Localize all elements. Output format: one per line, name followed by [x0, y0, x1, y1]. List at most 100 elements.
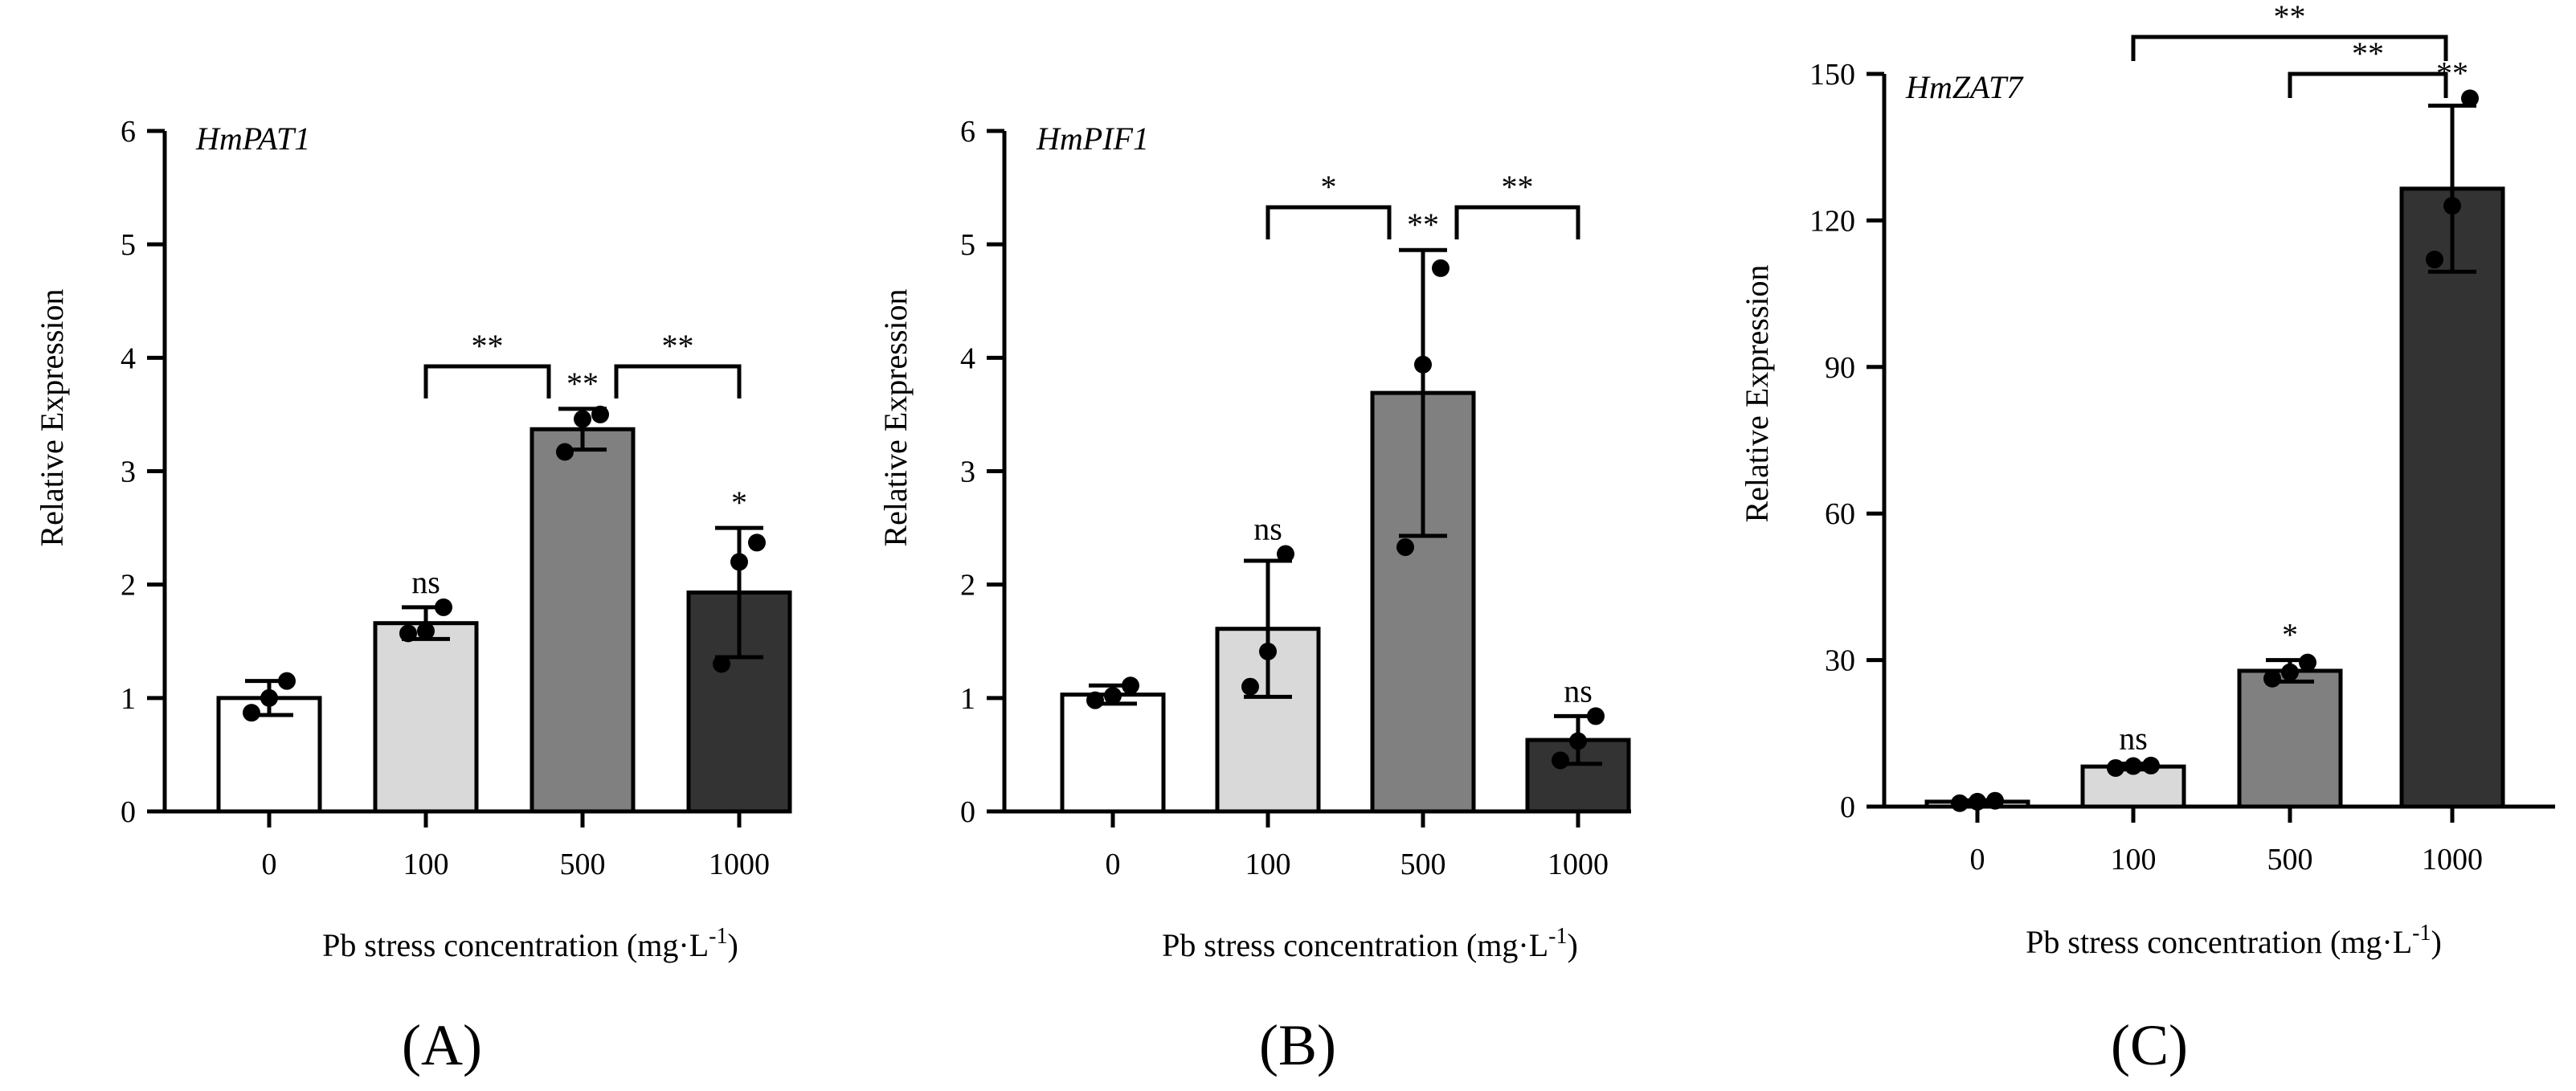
significance-label: * [2282, 617, 2298, 653]
x-tick-label: 100 [2111, 843, 2157, 876]
data-point [2461, 89, 2479, 108]
significance-label: ns [2119, 720, 2148, 756]
data-point [1951, 794, 1969, 812]
x-tick-label: 0 [1106, 848, 1121, 881]
y-tick-label: 6 [960, 115, 975, 149]
comparison-bracket [2288, 72, 2448, 98]
y-axis-label: Relative Expression [34, 288, 70, 546]
comparison-bracket [1454, 205, 1580, 239]
significance-label: ns [1253, 511, 1282, 547]
bracket-label: ** [2352, 35, 2384, 72]
data-point [2263, 669, 2281, 688]
comparison-bracket [423, 364, 551, 398]
y-tick-label: 0 [960, 795, 975, 829]
bar [1060, 693, 1166, 814]
data-point [260, 689, 278, 707]
comparison-bracket [1266, 205, 1392, 239]
y-tick-label: 4 [121, 341, 136, 375]
bar [373, 621, 479, 814]
y-tick-label: 3 [121, 456, 136, 489]
significance-label: * [731, 484, 747, 521]
data-point [1569, 732, 1587, 750]
data-point [713, 655, 730, 673]
data-point [748, 533, 766, 552]
data-point [1241, 677, 1259, 696]
y-axis-label: Relative Expression [877, 288, 914, 546]
y-tick-label: 90 [1825, 351, 1855, 385]
gene-name: HmZAT7 [1905, 69, 2024, 105]
x-tick-label: 0 [1970, 843, 1985, 876]
y-tick-label: 2 [121, 569, 136, 603]
data-point [1396, 538, 1414, 557]
significance-label: ns [411, 564, 440, 600]
data-point [2281, 663, 2299, 681]
gene-name: HmPIF1 [1036, 121, 1149, 157]
panel-c: Relative Expression HmZAT7 Pb stress con… [1739, 0, 2555, 1077]
x-tick-label: 100 [403, 848, 449, 881]
y-tick-label: 3 [960, 456, 975, 489]
data-point [399, 624, 417, 643]
data-point [1259, 642, 1277, 660]
data-point [1122, 676, 1139, 695]
data-point [417, 622, 435, 640]
y-tick-label: 5 [121, 228, 136, 262]
data-point [2142, 756, 2160, 774]
panel-label: (B) [1259, 1013, 1336, 1077]
bracket-label: ** [662, 328, 694, 364]
significance-label: ** [566, 366, 599, 402]
significance-label: ** [1407, 206, 1439, 243]
x-tick-label: 1000 [2422, 843, 2483, 876]
significance-label: ns [1564, 672, 1593, 709]
x-tick-label: 1000 [709, 848, 770, 881]
y-tick-label: 5 [960, 228, 975, 262]
x-axis-label: Pb stress concentration (mg·L-1) [322, 924, 738, 963]
y-tick-label: 120 [1809, 204, 1855, 238]
bar [2399, 186, 2505, 809]
x-tick-label: 500 [1400, 848, 1446, 881]
data-point [1104, 687, 1122, 705]
data-point [2124, 757, 2142, 775]
bar [2237, 668, 2343, 809]
data-point [1277, 545, 1294, 563]
x-tick-label: 1000 [1548, 848, 1609, 881]
y-tick-label: 30 [1825, 644, 1855, 678]
data-point [574, 410, 591, 428]
y-tick-label: 6 [121, 115, 136, 149]
data-point [1552, 751, 1569, 770]
data-point [591, 405, 609, 423]
comparison-bracket [614, 364, 742, 398]
data-point [556, 443, 574, 461]
data-point [2107, 758, 2124, 777]
data-point [1414, 355, 1432, 374]
bracket-label: ** [2274, 0, 2306, 35]
data-point [435, 598, 452, 616]
y-tick-label: 0 [121, 795, 136, 829]
y-tick-label: 0 [1840, 791, 1855, 824]
y-tick-label: 150 [1809, 58, 1855, 92]
gene-name: HmPAT1 [195, 121, 310, 157]
y-tick-label: 60 [1825, 497, 1855, 531]
x-tick-label: 500 [560, 848, 606, 881]
x-axis-label: Pb stress concentration (mg·L-1) [2026, 921, 2442, 960]
x-axis-label: Pb stress concentration (mg·L-1) [1162, 924, 1578, 963]
bracket-label: ** [472, 328, 504, 364]
panel-label: (A) [402, 1013, 482, 1077]
panel-a: Relative Expression HmPAT1 Pb stress con… [34, 115, 792, 1077]
bracket-label: ** [1502, 169, 1534, 205]
data-point [243, 704, 260, 722]
bar [530, 427, 636, 814]
comparison-bracket [2131, 35, 2448, 61]
panel-label: (C) [2111, 1013, 2188, 1077]
x-tick-label: 0 [262, 848, 277, 881]
data-point [278, 672, 296, 690]
x-tick-label: 500 [2267, 843, 2313, 876]
data-point [730, 553, 748, 571]
data-point [2443, 197, 2461, 215]
x-tick-label: 100 [1245, 848, 1291, 881]
data-point [1587, 707, 1605, 725]
y-tick-label: 1 [960, 682, 975, 716]
y-tick-label: 1 [121, 682, 136, 716]
data-point [1086, 691, 1104, 709]
panel-b: Relative Expression HmPIF1 Pb stress con… [877, 115, 1631, 1077]
